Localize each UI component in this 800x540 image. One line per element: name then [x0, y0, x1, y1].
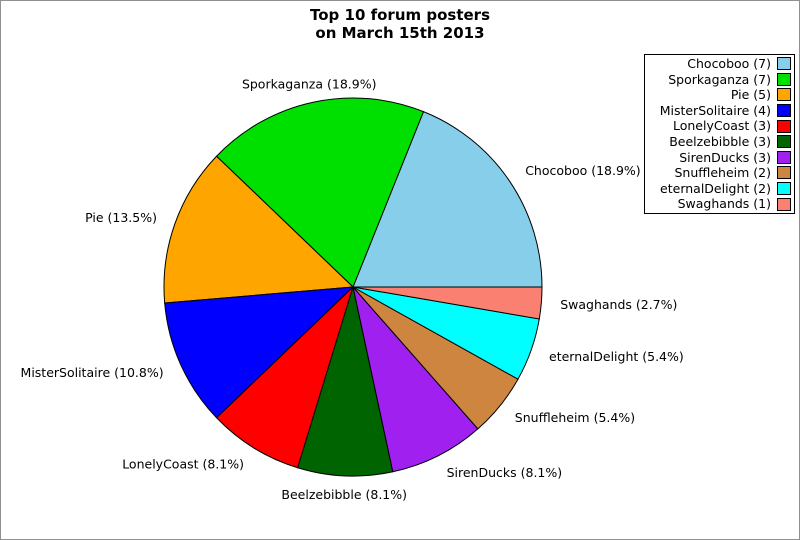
pie-slice-label: Chocoboo (18.9%)	[525, 163, 641, 178]
legend-item-label: LonelyCoast (3)	[672, 118, 771, 134]
legend: Chocoboo (7) Sporkaganza (7) Pie (5) Mister…	[644, 54, 795, 214]
legend-item-Pie: Pie (5)	[645, 87, 794, 103]
chart-title-line-1: Top 10 forum posters	[310, 6, 490, 24]
legend-item-label: SirenDucks (3)	[679, 149, 771, 165]
legend-item-Sporkaganza: Sporkaganza (7)	[645, 72, 794, 88]
legend-swatch	[777, 166, 791, 180]
pie-slice-Sporkaganza	[215, 97, 425, 288]
pie-slice-Chocoboo	[352, 110, 543, 288]
pie-slice-Pie	[163, 155, 355, 304]
pie-slice-label: Swaghands (2.7%)	[560, 297, 677, 312]
legend-item-Beelzebibble: Beelzebibble (3)	[645, 134, 794, 150]
legend-swatch	[777, 104, 791, 118]
legend-item-Chocoboo: Chocoboo (7)	[645, 56, 794, 72]
legend-item-Swaghands: Swaghands (1)	[645, 196, 794, 212]
legend-item-label: Beelzebibble (3)	[669, 133, 771, 149]
pie-slice-label: Pie (13.5%)	[85, 210, 157, 225]
legend-swatch	[777, 72, 791, 86]
legend-swatch	[777, 135, 791, 149]
pie-slice-SirenDucks	[352, 285, 479, 473]
legend-item-label: Swaghands (1)	[677, 196, 771, 212]
pie-slice-MisterSolitaire	[164, 286, 355, 419]
legend-swatch	[777, 88, 791, 102]
legend-item-label: Pie (5)	[730, 87, 771, 103]
pie-slice-label: SirenDucks (8.1%)	[447, 465, 563, 480]
legend-item-Snuffleheim: Snuffleheim (2)	[645, 165, 794, 181]
legend-swatch	[777, 197, 791, 211]
legend-item-label: Sporkaganza (7)	[668, 71, 771, 87]
legend-item-MisterSolitaire: MisterSolitaire (4)	[645, 103, 794, 119]
legend-item-LonelyCoast: LonelyCoast (3)	[645, 118, 794, 134]
legend-item-label: MisterSolitaire (4)	[659, 102, 771, 118]
pie-slice-label: eternalDelight (5.4%)	[549, 349, 684, 364]
legend-item-SirenDucks: SirenDucks (3)	[645, 150, 794, 166]
pie-slice-Beelzebibble	[297, 285, 394, 477]
chart-title: Top 10 forum posters on March 15th 2013	[1, 6, 799, 42]
chart-title-line-2: on March 15th 2013	[315, 24, 485, 42]
pie-slice-label: Sporkaganza (18.9%)	[242, 76, 377, 91]
pie-slice-label: Beelzebibble (8.1%)	[281, 487, 407, 502]
pie-slice-LonelyCoast	[215, 285, 355, 469]
pie-slice-Swaghands	[352, 286, 543, 320]
legend-item-eternalDelight: eternalDelight (2)	[645, 181, 794, 197]
legend-item-label: eternalDelight (2)	[660, 180, 771, 196]
legend-swatch	[777, 150, 791, 164]
legend-swatch	[777, 181, 791, 195]
pie-slice-label: Snuffleheim (5.4%)	[515, 410, 635, 425]
pie-slice-label: MisterSolitaire (10.8%)	[21, 365, 164, 380]
legend-item-label: Chocoboo (7)	[687, 56, 771, 72]
pie-slice-label: LonelyCoast (8.1%)	[122, 457, 244, 472]
legend-swatch	[777, 119, 791, 133]
legend-swatch	[777, 57, 791, 71]
legend-item-label: Snuffleheim (2)	[674, 165, 772, 181]
